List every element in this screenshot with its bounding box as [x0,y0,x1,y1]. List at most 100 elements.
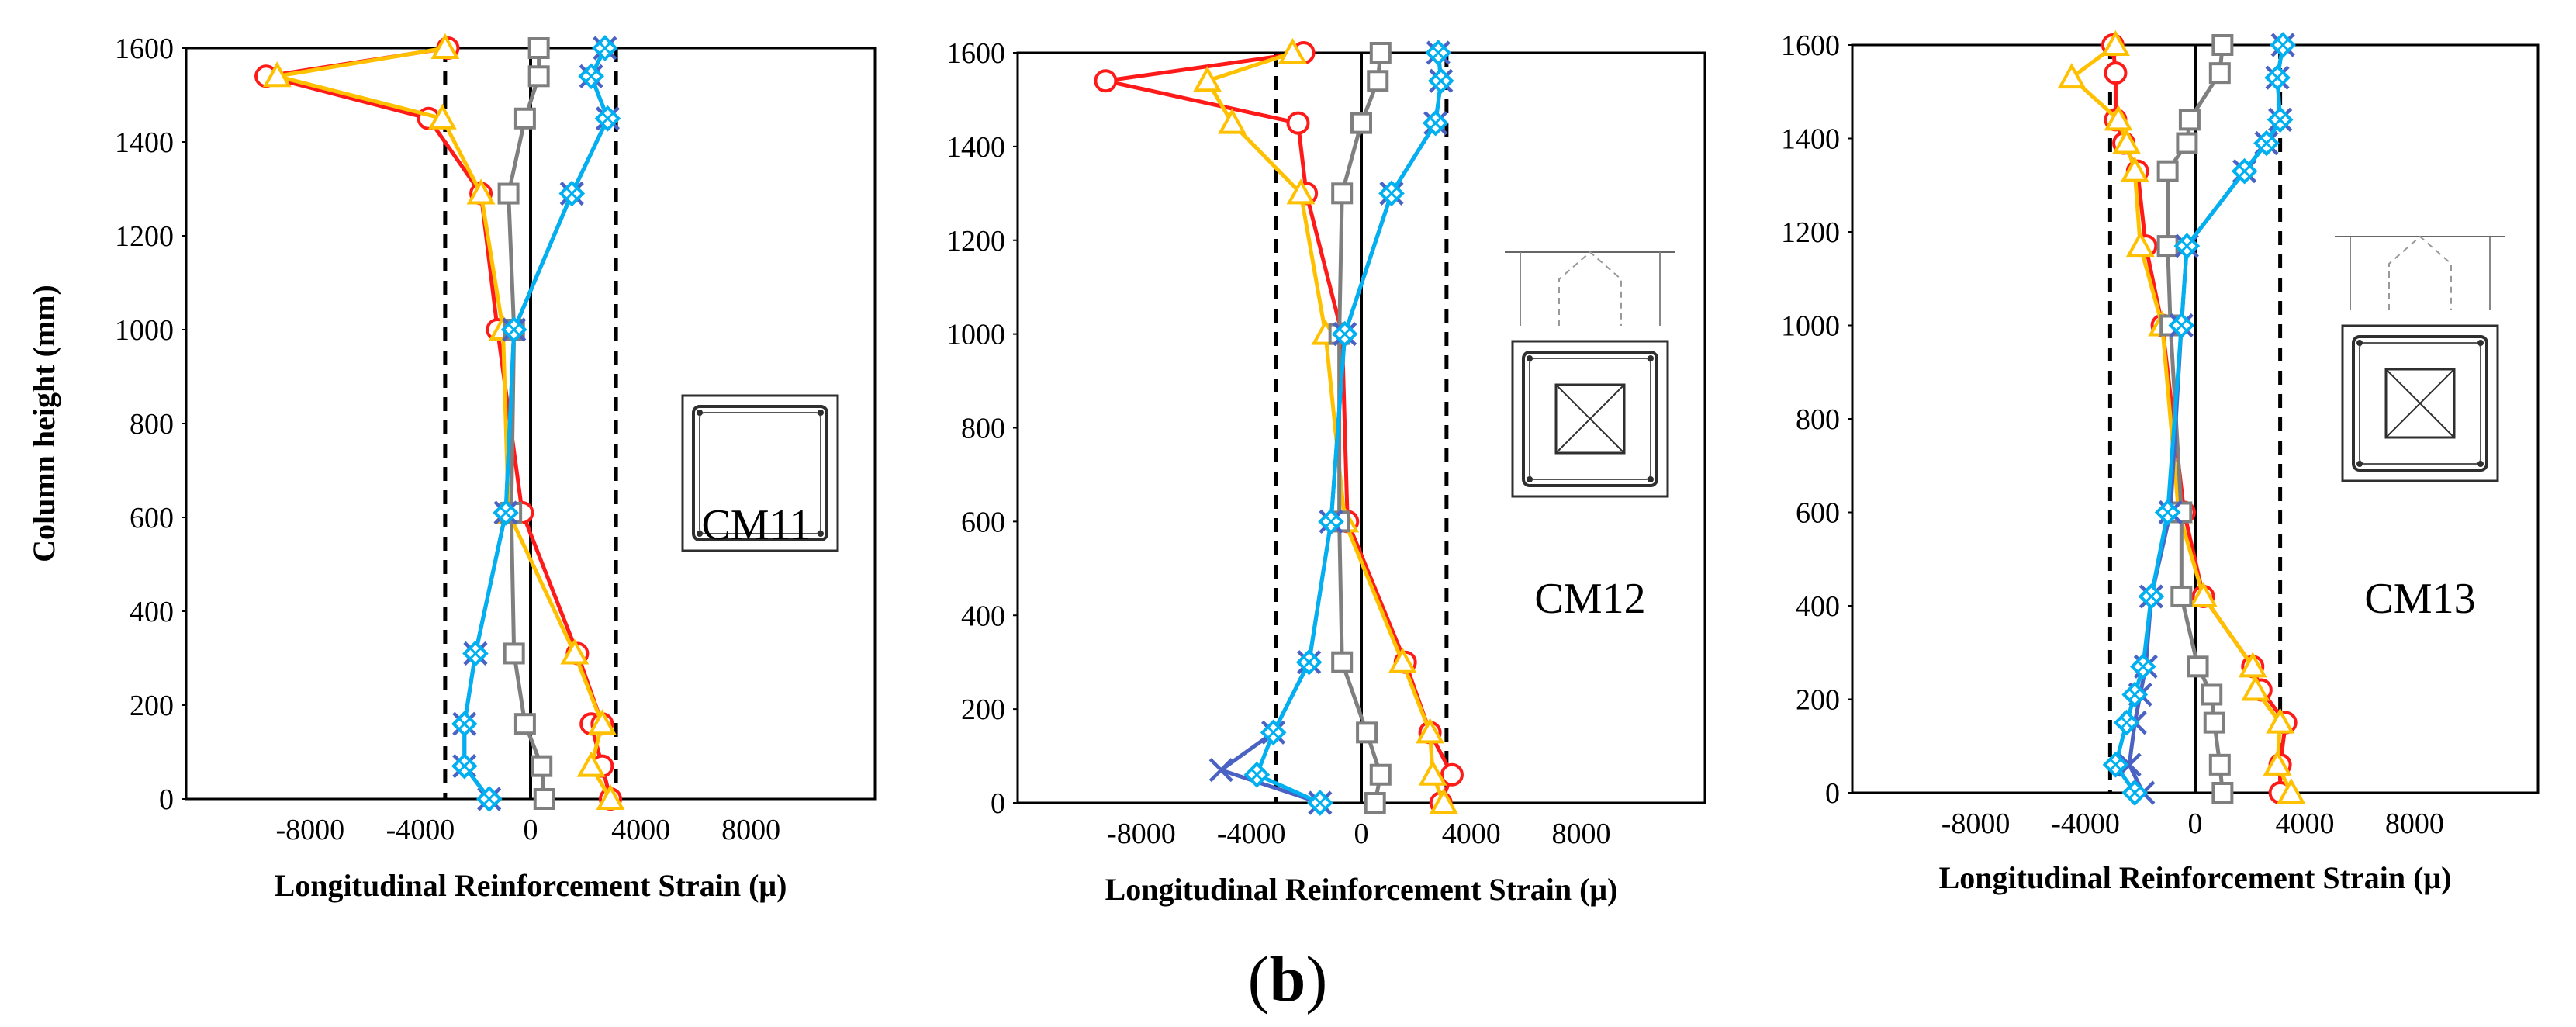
diamond-marker-cross [586,71,597,82]
series-diamond [1243,40,1454,816]
section-icon [681,394,839,552]
figure-caption: (b) [1248,943,1328,1015]
series-line [1103,50,1454,804]
section-stirrup [692,405,828,541]
section-inner [2359,342,2481,465]
diamond-marker-cross [2272,72,2284,84]
rebar-dot [697,410,703,416]
diamond-marker-cross [599,42,610,54]
series-triangle [2057,29,2306,804]
chart-panel-cm11: 0 200 400 600 800 1000 1200 1400 1600 -8000 -4000 0… [26,33,877,903]
rebar-dot [2356,340,2363,346]
x-axis-title: Longitudinal Reinforcement Strain (μ) [275,868,787,903]
triangle-marker [1416,718,1444,744]
triangle-marker [2263,749,2292,776]
circle-marker [1440,762,1464,787]
rebar-dot [818,531,824,537]
y-tick-label: 200 [130,690,174,722]
triangle-marker [1418,759,1447,786]
diamond-marker-cross [1314,797,1326,809]
circle-marker [1094,69,1118,93]
y-tick-label: 1400 [946,131,1005,164]
triangle-marker [587,709,617,735]
square-marker [527,37,550,59]
triangle-marker [2057,63,2087,89]
square-marker [531,755,553,777]
circle-marker [1286,111,1310,135]
square-marker [1331,182,1354,205]
x-tick-label: 4000 [2275,807,2334,840]
panel-label: CM13 [2364,575,2475,623]
y-tick-label: 1400 [1781,123,1840,156]
x-tick-label: 8000 [1552,818,1611,850]
diamond-marker-cross [2129,689,2141,700]
x-axis-title: Longitudinal Reinforcement Strain (μ) [1105,872,1618,907]
y-tick-label: 800 [130,408,174,441]
triangle-marker [427,103,457,130]
square-marker [1367,70,1389,92]
y-tick-label: 0 [159,783,174,816]
diamond-marker-cross [1430,117,1441,129]
diamond-marker-cross [1251,769,1263,780]
caption-letter: b [1270,943,1306,1015]
diamond-marker-cross [458,760,470,772]
y-tick-label: 1000 [1781,310,1840,343]
rebar-dot [697,531,703,537]
pyramid-outline [2388,235,2452,310]
triangle-marker [2266,707,2295,734]
circle-marker [2104,61,2128,85]
diamond-marker-cross [2239,165,2250,177]
y-tick-label: 1200 [946,225,1005,258]
y-tick-label: 800 [1796,403,1840,436]
square-marker [2211,34,2234,56]
diamond-marker-cross [508,323,520,336]
y-tick-label: 0 [1825,777,1840,810]
triangle-marker [1278,37,1307,64]
y-tick-label: 600 [130,502,174,534]
diamond-marker-cross [2137,661,2149,673]
triangle-marker [576,751,606,777]
pyramid-base [1554,383,1626,455]
y-tick-label: 1600 [1781,29,1840,62]
triangle-marker [560,638,590,665]
square-marker [1369,42,1392,64]
square-marker [513,713,536,735]
x-tick-label: -4000 [2051,807,2120,840]
y-tick-label: 1600 [115,33,174,65]
panel-label: CM11 [701,501,811,549]
x-tick-label: -8000 [276,814,345,846]
square-marker [2211,782,2234,804]
x-marker [1208,758,1233,783]
rebar-dot [1527,476,1533,482]
diamond-marker-cross [602,112,614,124]
diamond-marker-cross [469,648,482,659]
x-tick-label: -8000 [1107,818,1176,850]
panel-label: CM12 [1534,575,1645,623]
x-axis-title: Longitudinal Reinforcement Strain (μ) [1939,860,2452,895]
diamond-marker-cross [2260,137,2273,149]
series-diamond [2102,32,2296,806]
series-line [1205,50,1446,804]
series-line [275,46,613,801]
triangle-marker [1388,647,1417,673]
diamond-marker-cross [1325,516,1337,527]
diamond-marker-cross [1385,188,1398,199]
square-marker [527,65,550,88]
y-tick-label: 600 [961,506,1005,538]
x-tick-label: 4000 [611,814,670,846]
series-line [462,47,610,801]
square-marker [2176,132,2198,154]
square-marker [2170,585,2193,607]
triangle-marker [2189,581,2218,607]
square-marker [497,182,520,205]
y-tick-label: 1000 [115,314,174,347]
diamond-marker-cross [500,507,512,519]
section-stirrup [2352,335,2488,472]
pyramid-base [2384,368,2456,439]
y-tick-label: 600 [1796,497,1840,530]
triangle-marker [2125,230,2155,258]
triangle-marker [2112,128,2141,154]
y-tick-label: 200 [961,693,1005,726]
square-marker [2208,753,2231,776]
